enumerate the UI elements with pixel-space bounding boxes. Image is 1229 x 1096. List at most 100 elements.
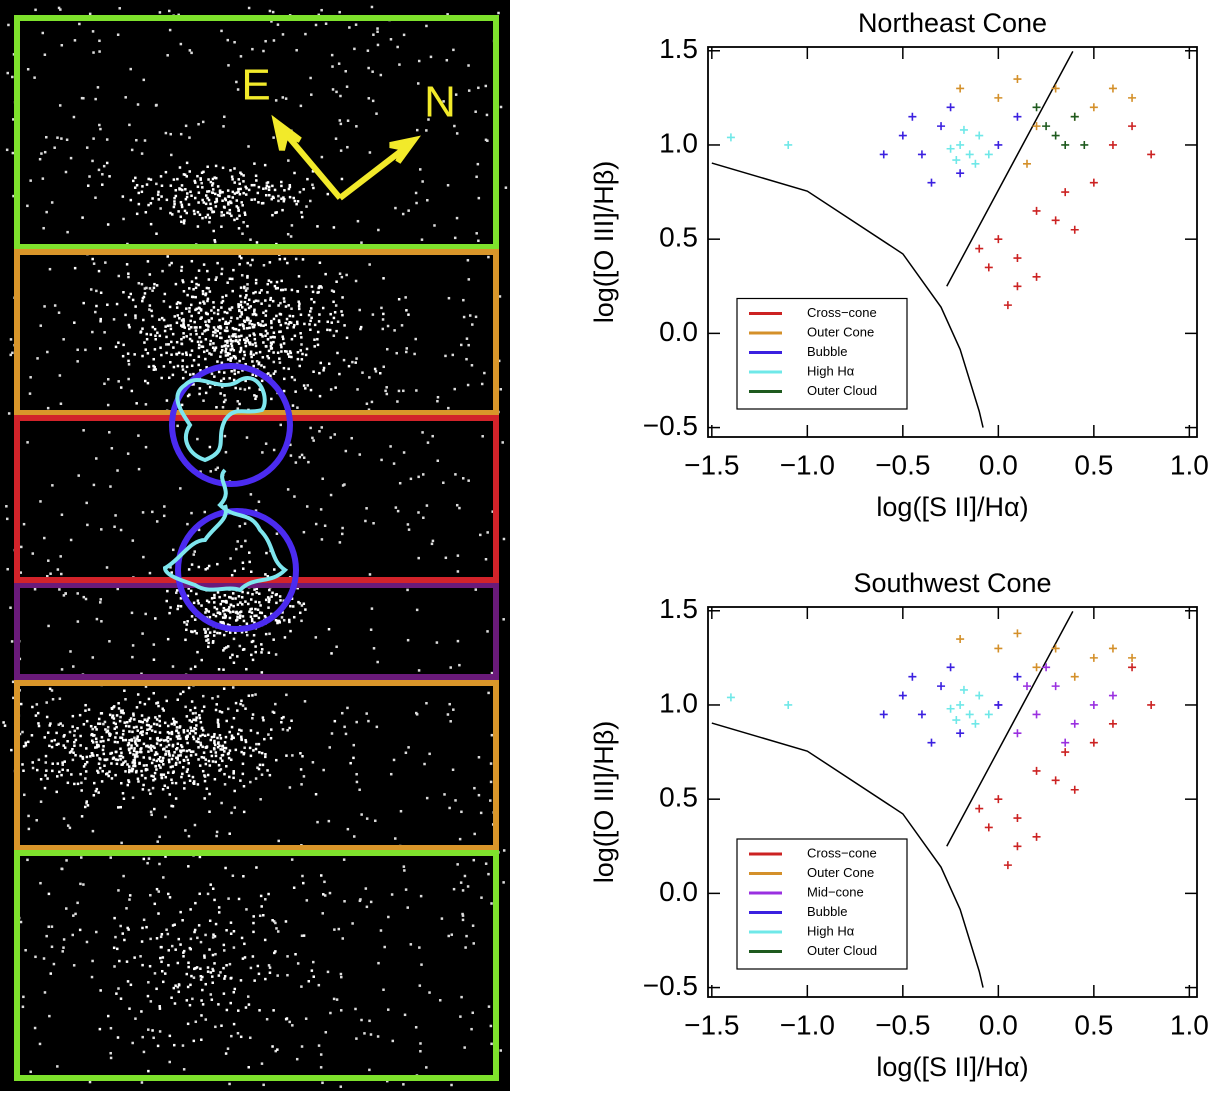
nebula-dot	[100, 712, 104, 715]
nebula-dot	[166, 589, 169, 593]
star	[276, 974, 279, 977]
nebula-dot	[27, 740, 30, 744]
star	[108, 640, 111, 643]
nebula-dot	[230, 316, 233, 320]
star	[309, 426, 312, 430]
nebula-dot	[238, 611, 242, 614]
star	[407, 746, 410, 749]
nebula-dot	[99, 989, 102, 992]
nebula-dot	[190, 364, 194, 368]
nebula-dot	[215, 406, 218, 409]
nebula-dot	[248, 334, 252, 337]
data-point	[937, 682, 946, 691]
nebula-dot	[97, 762, 101, 765]
nebula-dot	[37, 724, 41, 728]
star	[141, 1035, 144, 1039]
data-point	[965, 710, 974, 719]
nebula-dot	[149, 747, 153, 750]
nebula-dot	[207, 600, 211, 604]
nebula-dot	[185, 755, 188, 759]
nebula-dot	[48, 744, 51, 748]
nebula-dot	[335, 280, 338, 283]
star	[117, 380, 120, 383]
nebula-dot	[164, 752, 168, 756]
star	[438, 999, 442, 1002]
star	[65, 138, 69, 142]
nebula-dot	[220, 211, 223, 214]
nebula-dot	[309, 328, 312, 332]
nebula-dot	[216, 193, 220, 197]
nebula-dot	[222, 943, 226, 947]
star	[467, 343, 470, 347]
nebula-dot	[269, 736, 273, 740]
nebula-dot	[133, 761, 137, 765]
star	[113, 525, 116, 529]
star	[50, 945, 54, 949]
nebula-dot	[231, 277, 234, 281]
nebula-dot	[234, 631, 237, 634]
nebula-dot	[212, 210, 216, 214]
nebula-dot	[238, 182, 241, 186]
nebula-dot	[271, 184, 274, 188]
nebula-dot	[212, 933, 215, 936]
nebula-dot	[114, 722, 117, 726]
nebula-dot	[301, 755, 304, 758]
nebula-dot	[218, 769, 221, 772]
nebula-dot	[206, 966, 210, 969]
nebula-dot	[181, 919, 184, 922]
star	[126, 452, 130, 455]
star	[300, 783, 303, 786]
star	[116, 587, 119, 591]
star	[260, 773, 264, 776]
nebula-dot	[139, 747, 142, 751]
nebula-dot	[197, 565, 201, 569]
nebula-dot	[271, 591, 274, 595]
nebula-dot	[241, 762, 245, 766]
star	[267, 733, 270, 736]
nebula-dot	[224, 344, 227, 347]
chart-title: Southwest Cone	[853, 568, 1051, 598]
nebula-dot	[248, 746, 252, 750]
nebula-dot	[158, 719, 162, 723]
nebula-dot	[297, 304, 301, 308]
nebula-dot	[180, 220, 183, 224]
star	[186, 522, 189, 526]
nebula-dot	[330, 652, 333, 655]
nebula-dot	[303, 322, 306, 326]
star	[376, 660, 379, 664]
nebula-dot	[68, 751, 72, 754]
star	[161, 269, 164, 273]
nebula-dot	[199, 967, 202, 970]
data-point	[956, 635, 965, 644]
nebula-dot	[174, 984, 177, 987]
nebula-dot	[160, 960, 163, 964]
nebula-dot	[141, 963, 144, 967]
nebula-dot	[271, 1045, 274, 1048]
nebula-dot	[72, 751, 75, 754]
star	[329, 1011, 332, 1015]
nebula-dot	[204, 202, 208, 206]
nebula-dot	[258, 291, 262, 294]
nebula-dot	[308, 323, 311, 326]
nebula-dot	[157, 190, 160, 194]
nebula-dot	[167, 758, 171, 762]
nebula-dot	[202, 300, 205, 303]
nebula-dot	[291, 404, 295, 407]
star	[101, 173, 104, 176]
nebula-dot	[148, 273, 152, 276]
nebula-dot	[213, 962, 216, 965]
nebula-dot	[118, 754, 122, 758]
nebula-dot	[285, 317, 289, 321]
nebula-dot	[163, 292, 167, 296]
nebula-dot	[121, 756, 125, 759]
nebula-dot	[216, 631, 219, 635]
nebula-dot	[197, 924, 201, 927]
star	[188, 136, 191, 139]
nebula-dot	[112, 705, 116, 708]
star	[159, 935, 163, 939]
nebula-dot	[201, 769, 205, 773]
nebula-dot	[51, 769, 54, 773]
nebula-dot	[239, 614, 242, 617]
nebula-dot	[165, 399, 169, 402]
nebula-dot	[302, 881, 305, 885]
